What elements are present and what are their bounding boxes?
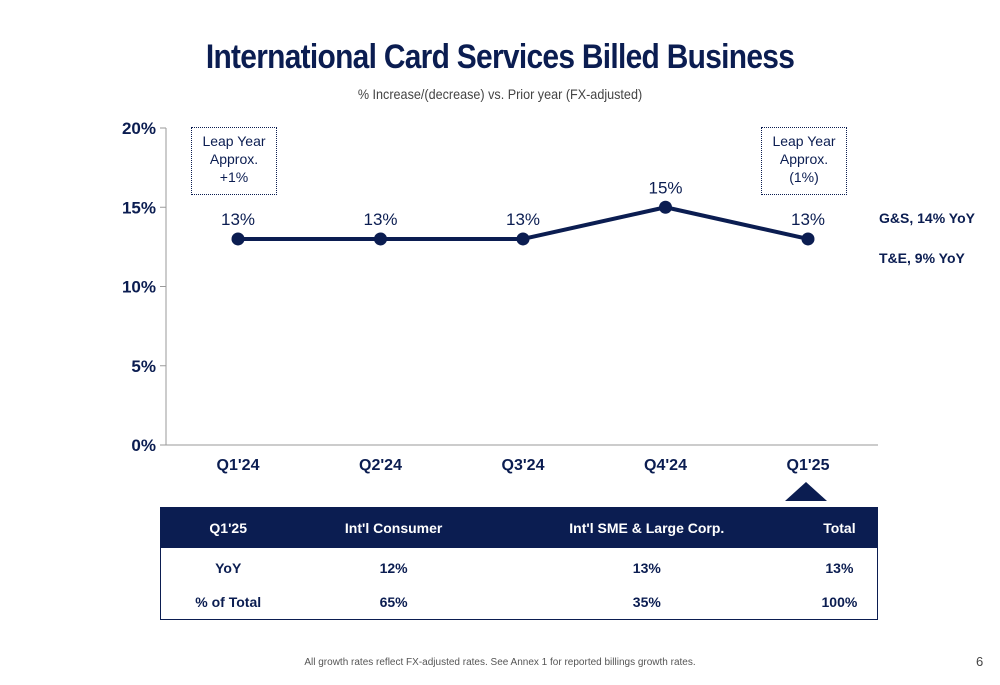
x-tick-label: Q1'25 [787,457,830,474]
x-tick-label: Q3'24 [502,457,545,474]
y-tick-label: 5% [131,357,156,376]
data-label: 13% [221,210,255,229]
table-row: YoY 12% 13% 13% [161,548,878,585]
callout-right-line1: Leap Year [772,133,836,149]
table-header-cell: Q1'25 [160,507,296,548]
data-label: 15% [648,178,682,197]
footnote: All growth rates reflect FX-adjusted rat… [304,657,696,668]
data-label: 13% [791,210,825,229]
table-cell: YoY [215,560,242,576]
table-cell: 65% [379,594,408,610]
data-label: 13% [506,210,540,229]
callout-right-line2: Approx. [779,151,829,167]
callout-right-line3: (1%) [789,169,819,185]
chart-title: International Card Services Billed Busin… [205,38,795,76]
callout-left-line1: Leap Year [202,133,266,149]
table-cell: 100% [821,594,858,610]
te-yoy-note: T&E, 9% YoY [879,250,965,266]
gs-yoy-note: G&S, 14% YoY [879,210,975,226]
table-header-row: Q1'25 Int'l Consumer Int'l SME & Large C… [160,507,878,548]
table-row: % of Total 65% 35% 100% [161,585,878,620]
current-quarter-marker [785,482,827,501]
table-cell: % of Total [195,594,262,610]
data-label: 13% [363,210,397,229]
x-tick-label: Q1'24 [217,457,260,474]
table-cell: 35% [632,594,661,610]
chart-subtitle: % Increase/(decrease) vs. Prior year (FX… [357,86,643,102]
breakdown-table: Q1'25 Int'l Consumer Int'l SME & Large C… [160,507,878,620]
data-point [231,232,245,246]
y-tick-label: 20% [122,119,156,138]
data-point [801,232,815,246]
y-tick-label: 10% [122,278,156,297]
x-tick-label: Q4'24 [644,457,687,474]
data-point [516,232,530,246]
table-cell: 13% [825,560,854,576]
leap-year-callout-right: Leap Year Approx. (1%) [761,127,847,195]
y-tick-label: 0% [131,436,156,455]
callout-left-line3: +1% [219,169,249,185]
data-point [374,232,387,246]
page-number: 6 [976,654,984,669]
table-header-cell: Int'l SME & Large Corp. [491,507,802,548]
data-point [659,200,672,214]
y-tick-label: 15% [122,198,156,217]
leap-year-callout-left: Leap Year Approx. +1% [191,127,277,195]
callout-left-line2: Approx. [209,151,259,167]
table-header-cell: Int'l Consumer [295,507,492,548]
table-header-cell: Total [801,507,878,548]
x-tick-label: Q2'24 [359,457,402,474]
table-cell: 12% [379,560,408,576]
table-cell: 13% [632,560,661,576]
